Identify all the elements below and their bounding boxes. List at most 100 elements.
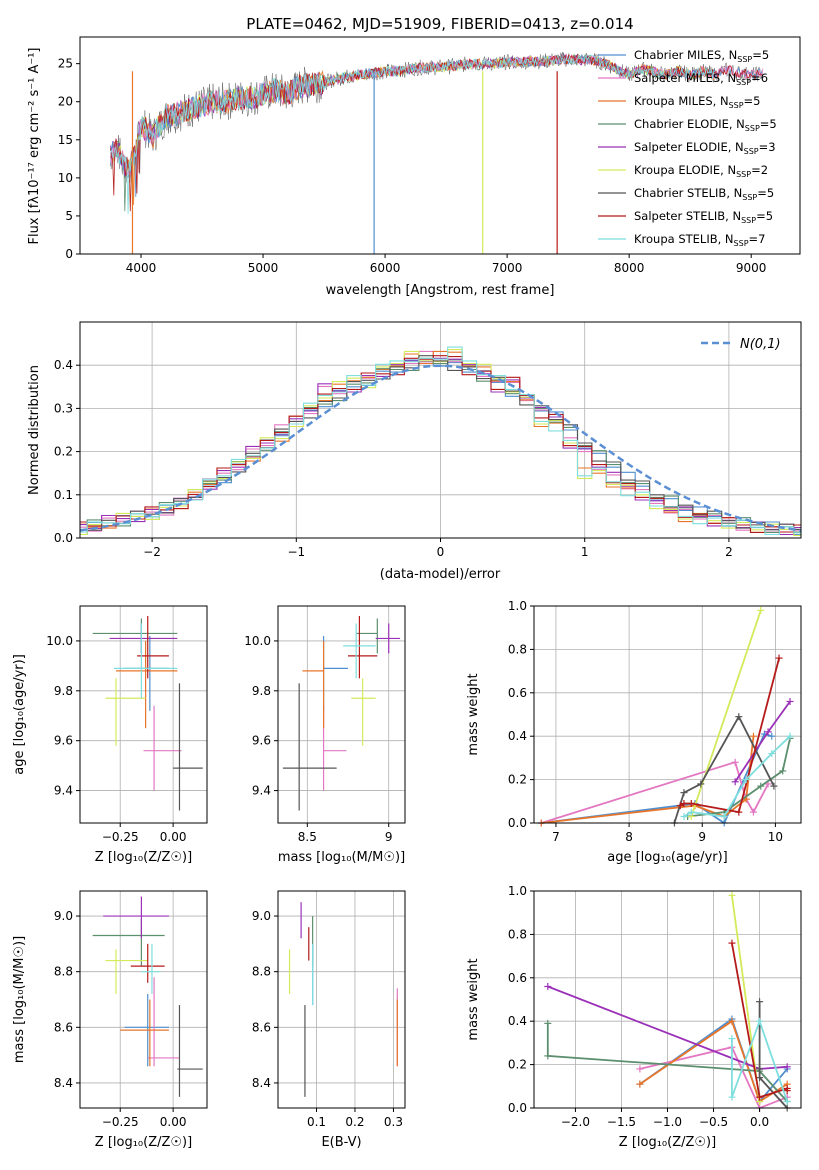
legend-subscript: SSP [734, 239, 749, 248]
age-vs-metallicity-panel: −0.25 0.00 9.4 9.6 9.8 10.0 Z [log₁₀(Z/Z☉)] age… [12, 605, 208, 865]
legend-count: =5 [744, 94, 761, 108]
error-bars [282, 615, 401, 811]
x-tick-label: 2 [725, 545, 733, 559]
y-axis-label: mass weight [466, 958, 481, 1040]
x-tick-label: −2.0 [561, 1115, 590, 1129]
legend-count: =5 [757, 186, 774, 200]
residuals-ylabel: Normed distribution [27, 365, 42, 495]
legend-label: Kroupa STELIB, NSSP=7 [634, 232, 765, 248]
x-tick-label: 7 [552, 830, 560, 844]
x-tick-label: −0.5 [699, 1115, 728, 1129]
legend-count: =6 [751, 71, 768, 85]
y-tick-label: 8.6 [54, 1020, 73, 1034]
y-tick-label: 0.4 [54, 358, 73, 372]
spectrum-legend: Chabrier MILES, NSSP=5 Salpeter MILES, NS… [598, 48, 777, 248]
y-tick-label: 8.4 [252, 1076, 271, 1090]
axes-frame [79, 605, 208, 824]
legend-subscript: SSP [737, 55, 752, 64]
y-tick-label: 10.0 [244, 634, 271, 648]
weight-line-salpeter-miles [639, 1046, 788, 1110]
x-tick-label: 0.0 [750, 1115, 769, 1129]
y-tick-label: 0.4 [508, 1014, 527, 1028]
y-tick-label: 15 [58, 133, 73, 147]
y-tick-label: 9.0 [54, 909, 73, 923]
legend-label: Salpeter STELIB, NSSP=5 [634, 209, 773, 225]
y-tick-label: 1.0 [508, 884, 527, 898]
y-tick-label: 20 [58, 95, 73, 109]
x-tick-label: 7000 [492, 261, 523, 275]
x-tick-label: 9000 [736, 261, 767, 275]
legend-label: Salpeter MILES, NSSP=6 [634, 71, 768, 87]
age-vs-mass-panel: 8.5 9 9.4 9.6 9.8 10.0 mass [log₁₀(M/M☉)] [244, 605, 406, 865]
residuals-panel: −2 −1 0 1 2 0.0 0.1 0.2 0.3 0.4 N(0,1) (data-mode… [27, 321, 802, 582]
mass-vs-metallicity-panel: −0.25 0.00 8.4 8.6 8.8 9.0 Z [log₁₀(Z/Z☉)] mass… [12, 890, 208, 1150]
y-tick-label: 0.2 [54, 445, 73, 459]
y-tick-label: 8.8 [54, 965, 73, 979]
residuals-xlabel: (data-model)/error [380, 567, 501, 582]
legend-count: =7 [749, 232, 766, 246]
spectrum-lines [110, 51, 764, 254]
legend-count: =3 [759, 140, 776, 154]
x-axis-label: age [log₁₀(age/yr)] [607, 850, 728, 865]
legend-label: Chabrier MILES, NSSP=5 [634, 48, 769, 64]
legend-label: Chabrier STELIB, NSSP=5 [634, 186, 774, 202]
weight-series [537, 606, 794, 827]
weight-line-kroupa-stelib [731, 1018, 789, 1102]
x-axis-label: Z [log₁₀(Z/Z☉)] [619, 1135, 716, 1150]
legend-count: =5 [760, 117, 777, 131]
x-tick-label: 9 [698, 830, 706, 844]
y-tick-label: 9.4 [252, 784, 271, 798]
figure-title: PLATE=0462, MJD=51909, FIBERID=0413, z=0… [246, 15, 633, 33]
x-tick-label: 0 [437, 545, 445, 559]
weight-line-chabrier-elodie [546, 1023, 788, 1103]
y-tick-label: 5 [65, 209, 73, 223]
x-tick-label: 0.00 [160, 830, 187, 844]
legend-subscript: SSP [741, 216, 756, 225]
axes-frame [533, 605, 802, 824]
x-tick-label: 8.5 [298, 830, 317, 844]
weight-vs-metallicity-panel: −2.0 −1.5 −1.0 −0.5 0.0 0.0 0.2 0.4 0.6 0.8 1.0 Z [… [466, 884, 802, 1150]
x-tick-label: −1.0 [653, 1115, 682, 1129]
spectrum-ticks: 4000 5000 6000 7000 8000 9000 0 5 10 15 20 25 [58, 57, 767, 275]
y-tick-label: 0.0 [54, 531, 73, 545]
y-tick-label: 10 [58, 171, 73, 185]
residuals-legend: N(0,1) [701, 337, 781, 352]
y-tick-label: 9.6 [252, 734, 271, 748]
y-tick-label: 9.0 [252, 909, 271, 923]
grid [80, 606, 207, 823]
x-axis-label: mass [log₁₀(M/M☉)] [278, 850, 405, 865]
x-tick-label: 9 [385, 830, 393, 844]
legend-subscript: SSP [742, 193, 757, 202]
legend-label: Kroupa ELODIE, NSSP=2 [634, 163, 768, 179]
y-tick-label: 0.0 [508, 816, 527, 830]
legend-label: Chabrier ELODIE, NSSP=5 [634, 117, 777, 133]
normal-reference-curve [79, 364, 802, 532]
y-tick-label: 0.0 [508, 1101, 527, 1115]
x-tick-label: −0.25 [102, 1115, 139, 1129]
y-tick-label: 9.6 [54, 734, 73, 748]
y-tick-label: 0.2 [508, 773, 527, 787]
y-tick-label: 8.8 [252, 965, 271, 979]
legend-subscript: SSP [736, 170, 751, 179]
y-tick-label: 0.8 [508, 642, 527, 656]
x-tick-label: 0.2 [345, 1115, 364, 1129]
y-tick-label: 0.3 [54, 401, 73, 415]
x-tick-label: 4000 [126, 261, 157, 275]
histogram-kroupa-miles [80, 350, 801, 533]
x-tick-label: −2 [143, 545, 161, 559]
x-axis-label: Z [log₁₀(Z/Z☉)] [95, 850, 192, 865]
error-bars [288, 902, 398, 1097]
x-tick-label: 1 [581, 545, 589, 559]
weight-line-kroupa-elodie [690, 610, 762, 817]
mass-vs-ebv-panel: 0.1 0.2 0.3 8.4 8.6 8.8 9.0 E(B-V) [252, 890, 406, 1150]
x-tick-label: 0.3 [384, 1115, 403, 1129]
y-tick-label: 0 [65, 247, 73, 261]
x-tick-label: −1 [287, 545, 305, 559]
residuals-ticks: −2 −1 0 1 2 0.0 0.1 0.2 0.3 0.4 [54, 358, 733, 559]
weight-series [544, 891, 791, 1112]
x-tick-label: 6000 [370, 261, 401, 275]
x-axis-label: Z [log₁₀(Z/Z☉)] [95, 1135, 192, 1150]
y-axis-label: mass [log₁₀(M/M☉)] [12, 936, 27, 1063]
